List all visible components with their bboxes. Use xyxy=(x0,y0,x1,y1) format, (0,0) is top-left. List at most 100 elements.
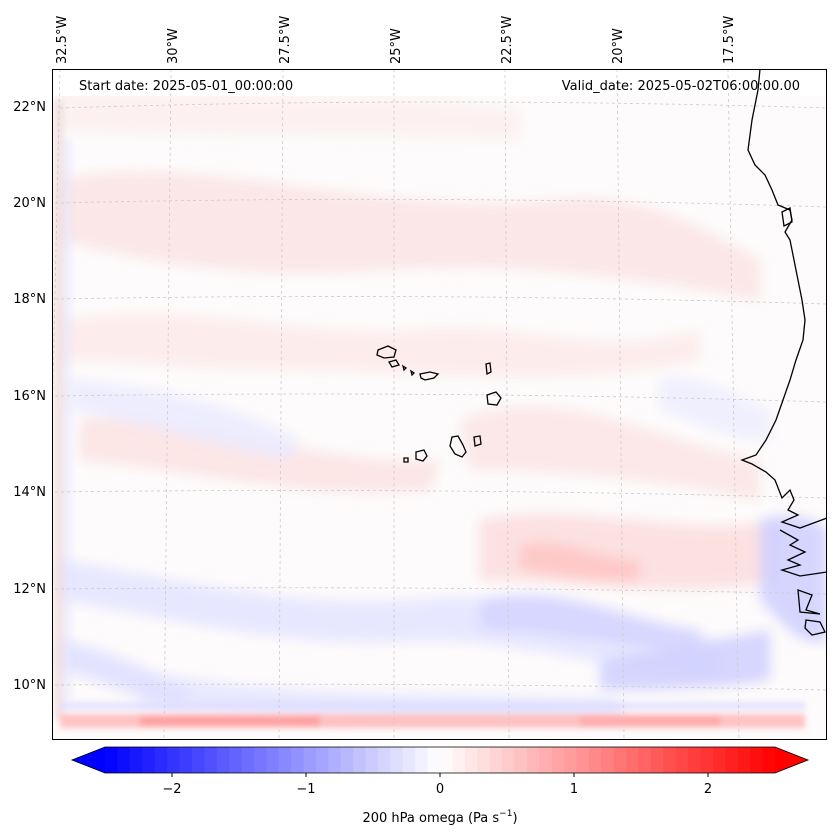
colorbar-segment xyxy=(638,747,652,773)
colorbar-segment xyxy=(762,747,776,773)
colorbar-tick-label: 1 xyxy=(570,782,578,797)
colorbar-segment xyxy=(551,747,565,773)
colorbar-segment xyxy=(526,747,540,773)
colorbar-segment xyxy=(204,747,218,773)
colorbar-segment xyxy=(241,747,255,773)
longitude-labels: 32.5°W 30°W 27.5°W 25°W 22.5°W 20°W 17.5… xyxy=(55,16,737,64)
cape-verde-islands xyxy=(376,345,502,463)
colorbar-segment xyxy=(105,747,118,773)
colorbar-segment xyxy=(440,747,453,773)
colorbar-segment xyxy=(390,747,404,773)
island-brava xyxy=(403,457,409,463)
colorbar-segment xyxy=(154,747,168,773)
colorbar-extend-min xyxy=(72,747,105,773)
lon-label: 30°W xyxy=(166,28,181,64)
colorbar-segment xyxy=(191,747,205,773)
colorbar-segment xyxy=(502,747,515,773)
colorbar-segment xyxy=(750,747,764,773)
colorbar-segment xyxy=(688,747,702,773)
colorbar-segment xyxy=(700,747,714,773)
omega-field xyxy=(54,90,827,728)
colorbar-segment xyxy=(129,747,143,773)
colorbar-segment xyxy=(117,747,131,773)
colorbar-segment xyxy=(626,747,640,773)
colorbar-segment xyxy=(601,747,615,773)
lat-label: 12°N xyxy=(13,582,46,597)
colorbar-segment xyxy=(650,747,664,773)
colorbar-label: 200 hPa omega (Pa s−1) xyxy=(362,809,517,826)
lat-label: 14°N xyxy=(13,485,46,500)
colorbar-segment xyxy=(464,747,478,773)
colorbar-segment xyxy=(725,747,739,773)
africa-coast xyxy=(740,69,827,529)
lon-label: 27.5°W xyxy=(278,16,293,64)
colorbar-segment xyxy=(576,747,590,773)
colorbar: −2 −1 0 1 2 200 hPa omega (Pa s−1) xyxy=(70,746,810,826)
colorbar-ticks xyxy=(171,773,709,777)
island-maio xyxy=(473,435,482,447)
island-sal xyxy=(485,362,492,376)
colorbar-segment xyxy=(564,747,577,773)
graticule xyxy=(52,69,827,740)
colorbar-segment xyxy=(278,747,292,773)
lon-label: 17.5°W xyxy=(722,16,737,64)
island-sao-vicente xyxy=(388,359,400,368)
start-date-label: Start date: 2025-05-01_00:00:00 xyxy=(79,79,293,94)
valid-date-label: Valid_date: 2025-05-02T06:00:00.00 xyxy=(562,79,800,94)
colorbar-segment xyxy=(179,747,193,773)
map-panel xyxy=(52,69,827,740)
colorbar-segment xyxy=(427,747,441,773)
colorbar-outline xyxy=(70,746,810,774)
lat-label: 22°N xyxy=(13,100,46,115)
colorbar-segment xyxy=(663,747,677,773)
colorbar-segment xyxy=(216,747,230,773)
colorbar-segment xyxy=(315,747,329,773)
latitude-labels: 22°N 20°N 18°N 16°N 14°N 12°N 10°N xyxy=(13,100,46,693)
lon-label: 25°W xyxy=(389,28,404,64)
island-boa-vista xyxy=(486,391,502,406)
colorbar-segment xyxy=(477,747,491,773)
lon-label: 32.5°W xyxy=(55,16,70,64)
island-fogo xyxy=(415,449,428,462)
colorbar-segment xyxy=(229,747,242,773)
colorbar-segment xyxy=(452,747,466,773)
colorbar-segment xyxy=(737,747,751,773)
colorbar-segment xyxy=(539,747,553,773)
colorbar-segment xyxy=(253,747,267,773)
colorbar-segment xyxy=(266,747,280,773)
lat-label: 18°N xyxy=(13,292,46,307)
lon-label: 20°W xyxy=(611,28,626,64)
map-frame xyxy=(52,69,827,740)
colorbar-segment xyxy=(613,747,627,773)
colorbar-segment xyxy=(303,747,317,773)
colorbar-segment xyxy=(291,747,305,773)
colorbar-segment xyxy=(514,747,528,773)
colorbar-segment xyxy=(142,747,156,773)
colorbar-segment xyxy=(675,747,689,773)
colorbar-segment xyxy=(353,747,367,773)
lat-label: 20°N xyxy=(13,196,46,211)
colorbar-tick-label: 0 xyxy=(436,782,444,797)
colorbar-tick-label: 2 xyxy=(704,782,712,797)
island-santo-antao xyxy=(376,345,397,359)
colorbar-segment xyxy=(588,747,602,773)
colorbar-segment xyxy=(328,747,342,773)
colorbar-segment xyxy=(489,747,503,773)
coastline xyxy=(740,69,827,636)
colorbar-segment xyxy=(340,747,354,773)
colorbar-segment xyxy=(402,747,416,773)
colorbar-segments xyxy=(72,747,808,773)
lat-label: 10°N xyxy=(13,678,46,693)
header-strip xyxy=(52,72,827,96)
colorbar-extend-max xyxy=(775,747,808,773)
lat-label: 16°N xyxy=(13,389,46,404)
island-santiago xyxy=(449,435,467,458)
colorbar-segment xyxy=(712,747,726,773)
colorbar-segment xyxy=(415,747,429,773)
lon-label: 22.5°W xyxy=(500,16,515,64)
colorbar-segment xyxy=(365,747,379,773)
colorbar-segment xyxy=(167,747,180,773)
colorbar-tick-label: −2 xyxy=(162,782,181,797)
island-sao-nicolau xyxy=(419,371,440,381)
